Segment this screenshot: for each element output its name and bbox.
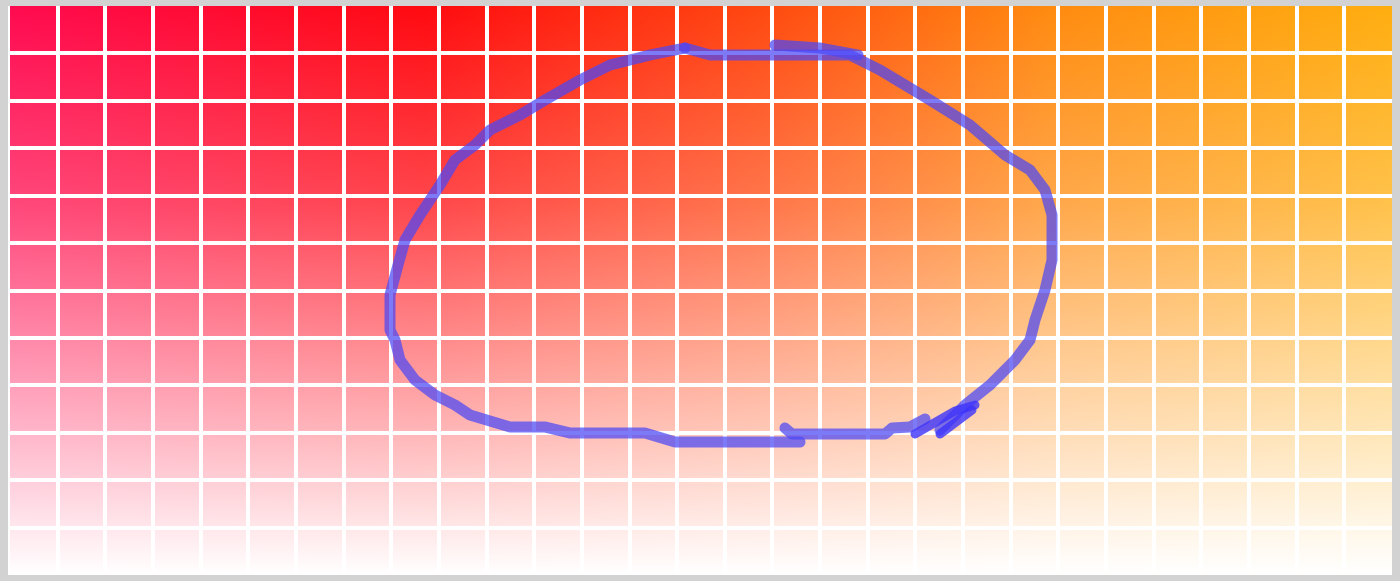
grid-line-horizontal <box>10 430 1392 435</box>
grid-line-horizontal <box>10 146 1392 151</box>
grid-line-horizontal <box>10 478 1392 483</box>
freehand-loop-stroke <box>679 42 1058 436</box>
grid-line-horizontal <box>10 288 1392 293</box>
freehand-stroke-layer <box>384 39 1058 448</box>
freehand-dark-stroke-1 <box>910 400 980 439</box>
freehand-dark-stroke-2 <box>935 405 977 439</box>
grid-line-horizontal <box>10 193 1392 198</box>
grid-line-horizontal <box>10 383 1392 388</box>
drawing-canvas[interactable] <box>10 6 1392 575</box>
color-grid <box>10 6 1392 575</box>
grid-line-horizontal <box>10 335 1392 340</box>
freehand-top-stroke <box>769 39 864 61</box>
grid-line-horizontal <box>10 98 1392 103</box>
freehand-bottom-stroke <box>384 42 806 448</box>
grid-line-horizontal <box>10 525 1392 530</box>
freehand-lower-right-stroke <box>779 413 931 440</box>
grid-line-horizontal <box>10 241 1392 246</box>
